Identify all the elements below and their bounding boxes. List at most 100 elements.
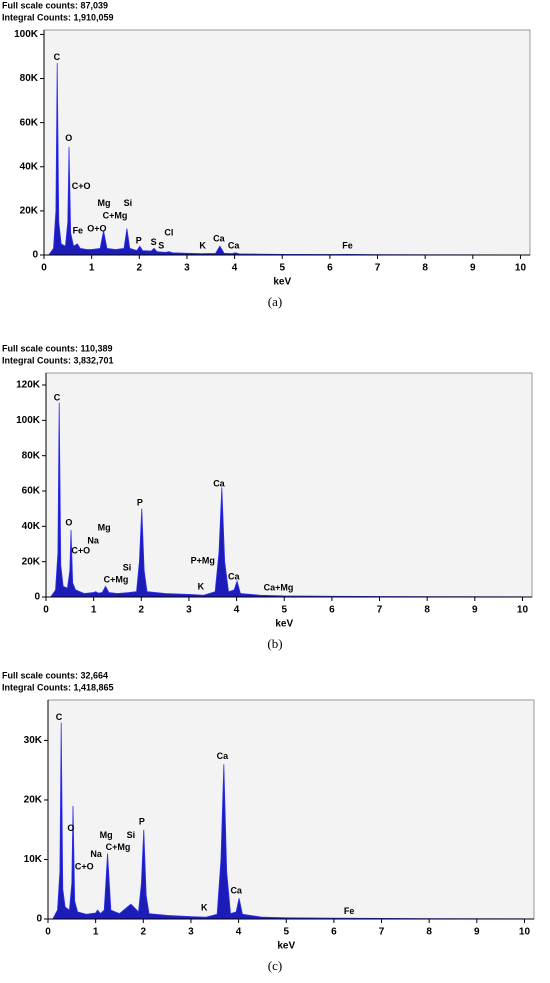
peak-label: Mg bbox=[98, 522, 111, 532]
header-line: Integral Counts: 1,910,059 bbox=[2, 12, 114, 22]
x-tick-label: 3 bbox=[186, 605, 192, 616]
x-axis-label: keV bbox=[277, 941, 295, 952]
y-tick-label: 80K bbox=[20, 73, 39, 84]
peak-label: Fe bbox=[344, 906, 355, 916]
peak-label: Ca bbox=[228, 571, 240, 581]
peak-label: Ca bbox=[213, 478, 225, 488]
spectrum bbox=[52, 722, 525, 920]
peak-label: S bbox=[151, 237, 157, 247]
peak-label: C bbox=[54, 52, 61, 62]
peak-label: Si bbox=[123, 562, 132, 572]
peak-label: C+O bbox=[72, 181, 91, 191]
header-line: Integral Counts: 3,832,701 bbox=[2, 355, 114, 365]
peak-label: P bbox=[137, 497, 143, 507]
y-tick-label: 40K bbox=[22, 521, 41, 532]
peak-label: P bbox=[136, 235, 142, 245]
caption: (b) bbox=[267, 636, 282, 651]
peak-label: Ca bbox=[228, 240, 240, 250]
x-tick-label: 9 bbox=[470, 263, 476, 274]
peak-label: S bbox=[158, 240, 164, 250]
peak-label: Ca bbox=[230, 885, 242, 895]
plot-area bbox=[47, 699, 535, 920]
spectrum bbox=[50, 402, 523, 598]
peak-label: Cl bbox=[164, 227, 173, 237]
x-tick-label: 6 bbox=[331, 927, 337, 938]
peak-label: C bbox=[56, 712, 63, 722]
x-tick-label: 4 bbox=[232, 263, 238, 274]
peak-label: C+Mg bbox=[106, 842, 131, 852]
peak-label: K bbox=[201, 902, 208, 912]
y-tick-label: 100K bbox=[16, 415, 41, 426]
peak-label: Fe bbox=[342, 240, 353, 250]
peak-label: C bbox=[54, 392, 61, 402]
x-tick-label: 10 bbox=[517, 605, 529, 616]
peak-label: Mg bbox=[100, 830, 113, 840]
peak-label: O bbox=[67, 823, 74, 833]
peak-label: P+Mg bbox=[191, 555, 215, 565]
spectrum bbox=[47, 63, 521, 256]
x-tick-label: 0 bbox=[43, 605, 49, 616]
x-tick-label: 8 bbox=[424, 605, 430, 616]
x-axis-label: keV bbox=[273, 277, 291, 288]
x-tick-label: 0 bbox=[41, 263, 47, 274]
x-tick-label: 1 bbox=[93, 927, 99, 938]
x-tick-label: 5 bbox=[281, 605, 287, 616]
caption: (c) bbox=[268, 958, 282, 973]
peak-label: Na bbox=[90, 849, 102, 859]
x-axis-label: keV bbox=[275, 619, 293, 630]
header-line: Integral Counts: 1,418,865 bbox=[2, 682, 114, 692]
peak-label: Mg bbox=[98, 198, 111, 208]
x-tick-label: 0 bbox=[45, 927, 51, 938]
y-tick-label: 80K bbox=[22, 450, 41, 461]
y-tick-label: 0 bbox=[36, 914, 42, 925]
x-tick-label: 1 bbox=[91, 605, 97, 616]
peak-label: C+Mg bbox=[104, 574, 129, 584]
y-tick-label: 20K bbox=[20, 206, 39, 217]
y-tick-label: 30K bbox=[24, 735, 43, 746]
y-tick-label: 10K bbox=[24, 854, 43, 865]
x-tick-label: 4 bbox=[236, 927, 242, 938]
header-line: Full scale counts: 110,389 bbox=[2, 343, 113, 353]
peak-label: C+O bbox=[71, 545, 90, 555]
x-tick-label: 6 bbox=[329, 605, 335, 616]
y-tick-label: 60K bbox=[20, 117, 39, 128]
x-tick-label: 8 bbox=[426, 927, 432, 938]
peak-label: P bbox=[139, 816, 145, 826]
peak-label: O bbox=[65, 133, 72, 143]
x-tick-label: 3 bbox=[188, 927, 194, 938]
peak-label: Si bbox=[124, 198, 133, 208]
y-tick-label: 100K bbox=[14, 29, 39, 40]
y-tick-label: 0 bbox=[32, 250, 38, 261]
x-tick-label: 9 bbox=[474, 927, 480, 938]
x-tick-label: 8 bbox=[422, 263, 428, 274]
peak-label: O bbox=[65, 517, 72, 527]
peak-label: K bbox=[199, 240, 206, 250]
x-tick-label: 5 bbox=[283, 927, 289, 938]
x-tick-label: 7 bbox=[377, 605, 383, 616]
plot-area bbox=[43, 29, 531, 256]
x-tick-label: 10 bbox=[515, 263, 527, 274]
peak-label: C+O bbox=[75, 861, 94, 871]
x-tick-label: 7 bbox=[375, 263, 381, 274]
x-tick-label: 1 bbox=[89, 263, 95, 274]
peak-label: K bbox=[198, 581, 205, 591]
x-tick-label: 2 bbox=[137, 263, 143, 274]
y-tick-label: 120K bbox=[16, 380, 41, 391]
y-tick-label: 20K bbox=[22, 556, 41, 567]
peak-label: Fe bbox=[73, 225, 84, 235]
peak-label: C+Mg bbox=[103, 210, 128, 220]
peak-label: Ca bbox=[213, 233, 225, 243]
header-line: Full scale counts: 87,039 bbox=[2, 0, 108, 10]
peak-label: Ca+Mg bbox=[264, 582, 294, 592]
x-tick-label: 3 bbox=[184, 263, 190, 274]
y-tick-label: 60K bbox=[22, 486, 41, 497]
x-tick-label: 10 bbox=[519, 927, 531, 938]
x-tick-label: 2 bbox=[139, 605, 145, 616]
y-tick-label: 40K bbox=[20, 161, 39, 172]
header-line: Full scale counts: 32,664 bbox=[2, 670, 108, 680]
peak-label: Ca bbox=[217, 751, 229, 761]
x-tick-label: 7 bbox=[379, 927, 385, 938]
peak-label: Na bbox=[87, 535, 99, 545]
y-tick-label: 20K bbox=[24, 795, 43, 806]
